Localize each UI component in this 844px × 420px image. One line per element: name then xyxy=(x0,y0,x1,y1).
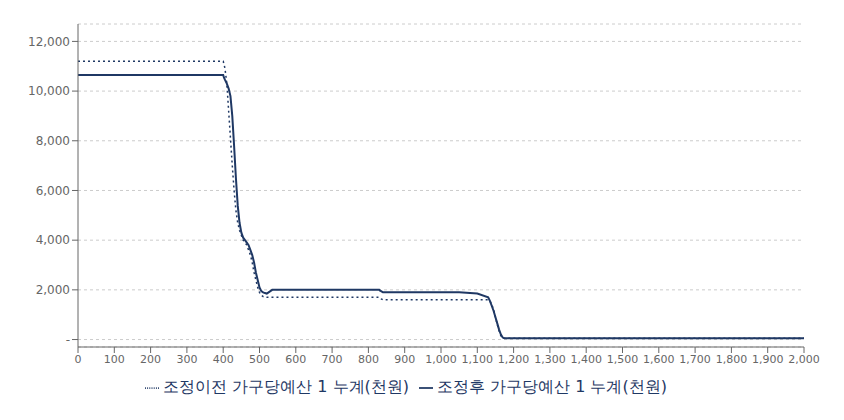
svg-text:300: 300 xyxy=(176,353,197,366)
svg-text:8,000: 8,000 xyxy=(36,134,70,148)
svg-text:1,800: 1,800 xyxy=(716,353,748,366)
svg-text:1,300: 1,300 xyxy=(534,353,566,366)
svg-text:1,200: 1,200 xyxy=(498,353,530,366)
svg-text:10,000: 10,000 xyxy=(28,84,70,98)
html-text:조정후 가구당예산 1 누계(천원): 조정후 가구당예산 1 누계(천원) xyxy=(437,377,667,396)
svg-text:1,400: 1,400 xyxy=(570,353,602,366)
svg-text:12,000: 12,000 xyxy=(28,35,70,49)
svg-text:4,000: 4,000 xyxy=(36,233,70,247)
svg-text:800: 800 xyxy=(358,353,379,366)
svg-text:700: 700 xyxy=(322,353,343,366)
svg-text:600: 600 xyxy=(285,353,306,366)
svg-text:6,000: 6,000 xyxy=(36,184,70,198)
svg-text:100: 100 xyxy=(104,353,125,366)
svg-text:500: 500 xyxy=(249,353,270,366)
svg-text:400: 400 xyxy=(213,353,234,366)
svg-text:2,000: 2,000 xyxy=(788,353,820,366)
svg-text:200: 200 xyxy=(140,353,161,366)
svg-text:1,600: 1,600 xyxy=(643,353,675,366)
svg-text:-: - xyxy=(66,333,70,347)
html-text:조정이전 가구당예산 1 누계(천원): 조정이전 가구당예산 1 누계(천원) xyxy=(163,377,409,396)
svg-text:1,700: 1,700 xyxy=(679,353,711,366)
svg-text:1,100: 1,100 xyxy=(462,353,494,366)
svg-text:1,000: 1,000 xyxy=(425,353,457,366)
svg-text:0: 0 xyxy=(75,353,82,366)
svg-text:900: 900 xyxy=(394,353,415,366)
svg-text:2,000: 2,000 xyxy=(36,283,70,297)
svg-text:1,900: 1,900 xyxy=(752,353,784,366)
svg-text:1,500: 1,500 xyxy=(607,353,639,366)
